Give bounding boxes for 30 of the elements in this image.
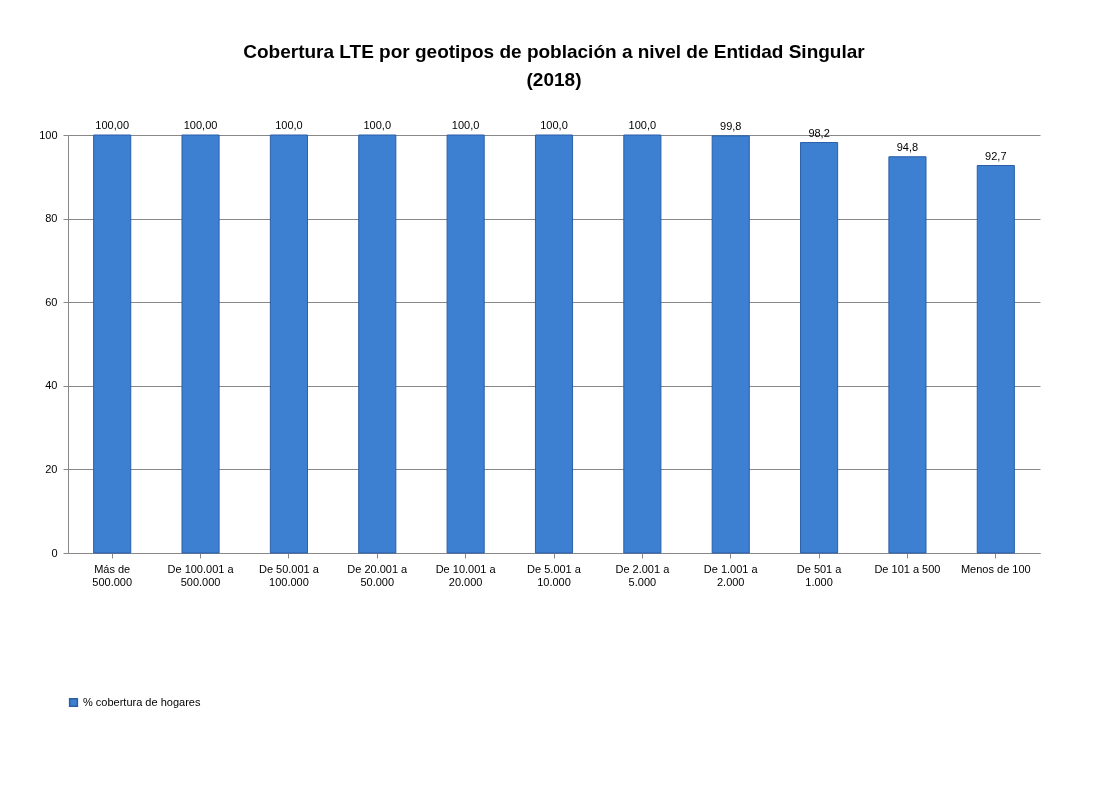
x-tick-label: De 2.001 a 5.000 [615,562,671,588]
y-tick-label: 80 [45,212,58,225]
data-label: 100,0 [540,119,568,131]
x-tick-label: De 1.001 a 2.000 [703,562,759,588]
x-tick-label: De 501 a 1.000 [796,562,843,588]
data-label: 92,7 [985,149,1007,162]
data-label: 94,8 [896,140,919,153]
legend-label: % cobertura de hogares [83,695,201,708]
data-label: 99,8 [720,119,742,132]
y-tick-label: 40 [45,379,58,392]
y-tick-label: 60 [45,295,58,308]
x-tick-label: De 100.001 a 500.000 [167,562,235,588]
data-label: 100,0 [275,119,303,131]
x-tick-label: De 5.001 a 10.000 [527,562,582,588]
data-label: 100,0 [451,119,480,131]
x-tick-label: Menos de 100 [960,562,1031,575]
x-tick-label: De 101 a 500 [874,562,941,575]
data-label: 100,0 [628,119,657,131]
x-tick-label: De 50.001 a 100.000 [258,562,320,588]
y-tick-label: 100 [39,128,58,141]
x-tick-label: De 10.001 a 20.000 [435,562,497,588]
data-label: 98,2 [808,126,830,139]
chart-title: Cobertura LTE por geotipos de población a nivel de Entidad Singular (2018) [243,41,866,90]
y-tick-label: 0 [51,546,58,559]
x-tick-label: De 20.001 a 50.000 [347,562,409,588]
x-tick-label: Más de 500.000 [92,562,133,588]
y-tick-label: 20 [45,462,58,475]
data-label: 100,0 [363,119,392,131]
data-label: 100,00 [183,119,218,131]
data-label: 100,00 [95,119,130,131]
